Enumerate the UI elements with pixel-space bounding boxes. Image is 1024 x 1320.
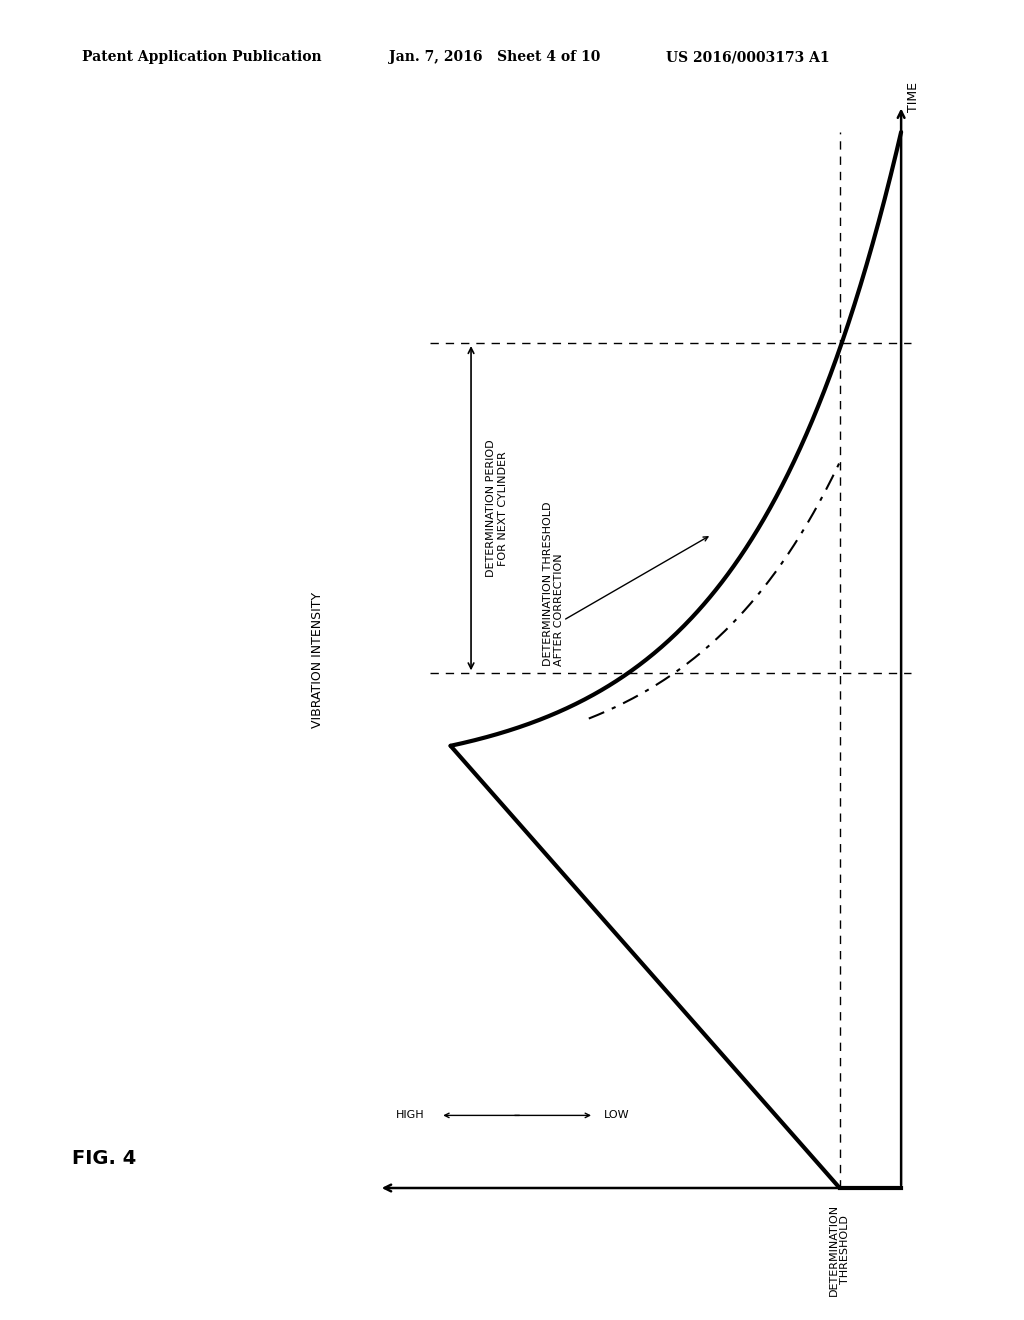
Text: DETERMINATION PERIOD
FOR NEXT CYLINDER: DETERMINATION PERIOD FOR NEXT CYLINDER bbox=[486, 440, 508, 577]
Text: DETERMINATION
THRESHOLD: DETERMINATION THRESHOLD bbox=[828, 1204, 851, 1296]
Text: FIG. 4: FIG. 4 bbox=[72, 1150, 136, 1168]
Text: US 2016/0003173 A1: US 2016/0003173 A1 bbox=[666, 50, 829, 65]
Text: Patent Application Publication: Patent Application Publication bbox=[82, 50, 322, 65]
Text: HIGH: HIGH bbox=[396, 1110, 425, 1121]
Text: LOW: LOW bbox=[604, 1110, 630, 1121]
Text: DETERMINATION THRESHOLD
AFTER CORRECTION: DETERMINATION THRESHOLD AFTER CORRECTION bbox=[543, 502, 564, 667]
Text: Jan. 7, 2016   Sheet 4 of 10: Jan. 7, 2016 Sheet 4 of 10 bbox=[389, 50, 600, 65]
Text: TIME: TIME bbox=[907, 82, 920, 112]
Text: VIBRATION INTENSITY: VIBRATION INTENSITY bbox=[311, 591, 324, 729]
